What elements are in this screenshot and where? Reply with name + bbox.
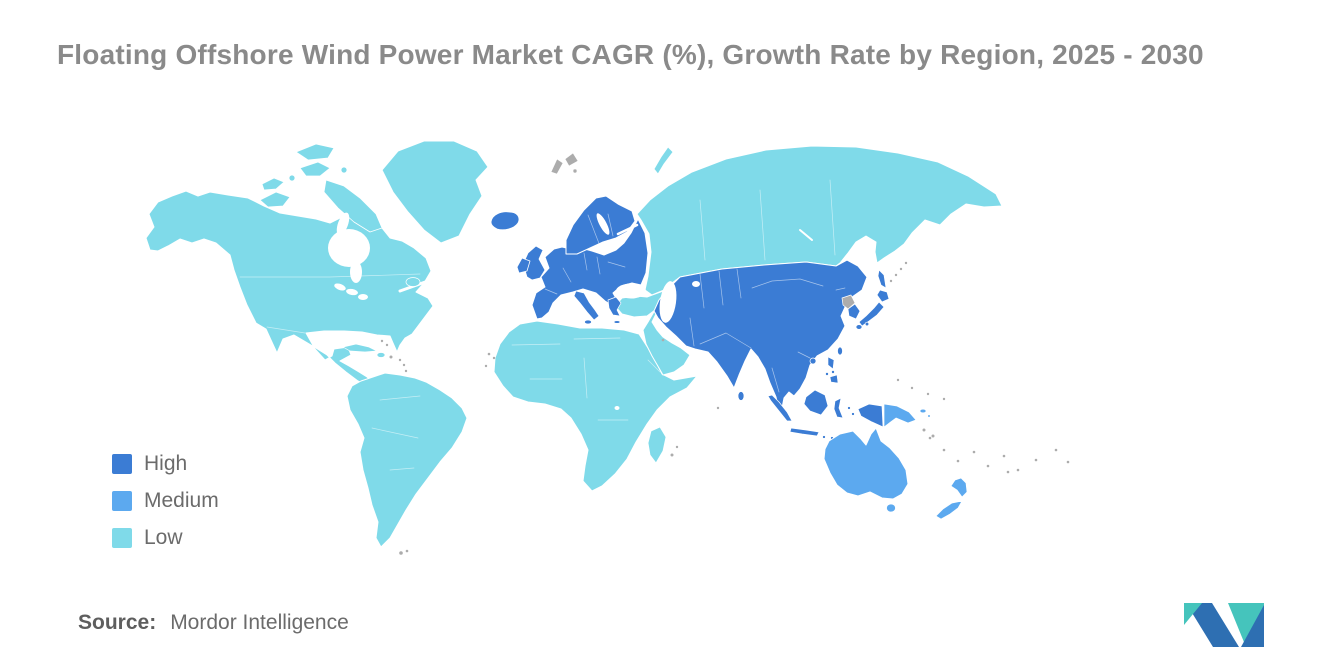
region-africa [493,320,698,492]
legend-swatch-high [112,454,132,474]
region-philippines [825,356,839,384]
region-iceland [490,211,520,231]
region-greece [607,296,622,324]
legend-item-medium: Medium [112,489,219,512]
mordor-intelligence-logo-icon [1184,603,1264,647]
region-no-data-islands [380,261,1070,555]
legend-label-medium: Medium [144,489,219,512]
region-sri-lanka [737,391,745,401]
region-sakhalin [877,269,887,289]
region-papua-new-guinea [883,403,931,428]
region-hainan [809,357,817,365]
region-italy [573,290,600,325]
region-ireland [516,257,531,274]
legend-swatch-medium [112,491,132,511]
legend-item-high: High [112,452,219,475]
region-japan [855,289,890,330]
chart-title: Floating Offshore Wind Power Market CAGR… [57,38,1204,70]
region-cuba [342,343,378,353]
source-label: Source: [78,611,157,634]
legend-swatch-low [112,528,132,548]
source-line: Source: Mordor Intelligence [78,611,349,635]
country-borders [239,179,846,471]
source-value: Mordor Intelligence [170,611,349,634]
region-greenland [381,140,489,244]
region-new-zealand [935,477,968,520]
legend-item-low: Low [112,526,219,549]
region-taiwan [837,346,843,356]
region-asia [653,259,868,420]
region-south-korea [847,303,861,320]
region-madagascar [647,426,667,464]
legend-label-high: High [144,452,188,475]
region-indonesia [767,389,855,441]
inland-seas [328,212,700,410]
region-new-guinea-west [857,403,884,428]
map-legend: High Medium Low [112,452,219,565]
region-novaya-zemlya [653,146,674,175]
region-tasmania [886,503,896,513]
region-hispaniola [376,352,386,358]
region-australia [823,427,909,500]
legend-label-low: Low [144,526,183,549]
region-united-kingdom [522,245,546,281]
region-north-korea [841,294,856,310]
region-newfoundland [405,277,421,287]
region-svalbard [550,152,579,175]
region-arctic-islands [259,143,383,233]
region-south-america [346,372,468,548]
